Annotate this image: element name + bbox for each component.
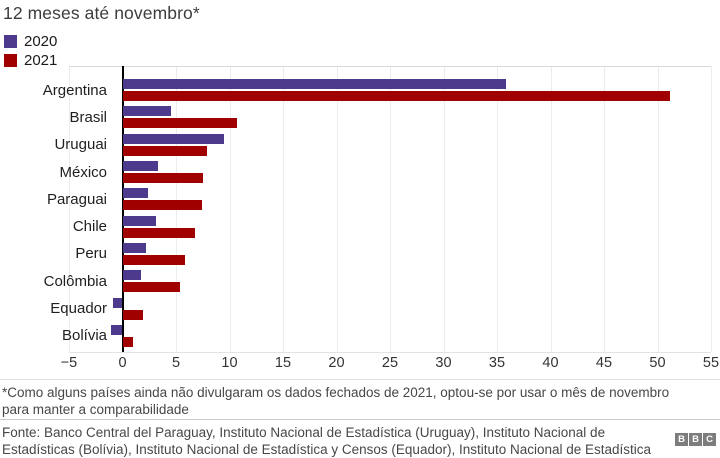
x-tick-label-55: 55 [702,355,720,371]
bar-2020-equador [112,297,123,308]
category-label-uruguai: Uruguai [54,136,107,154]
bbc-logo-block-b2: B [689,433,702,446]
bbc-logo: B B C [675,433,716,446]
legend-item-2021: 2021 [4,51,57,70]
category-label-colômbia: Colômbia [43,272,107,290]
legend-label-2020: 2020 [24,33,58,50]
legend-item-2020: 2020 [4,32,57,51]
divider-above-source [0,379,720,380]
gridline-20 [336,66,338,352]
footnote-line-1: *Como alguns países ainda não divulgaram… [2,385,670,400]
bar-2021-colômbia [122,282,181,293]
legend-swatch-2021 [4,54,17,67]
gridline-40 [550,66,552,352]
chart-title: 12 meses até novembro* [3,3,200,23]
chart-legend: 2020 2021 [4,32,57,70]
bar-2021-chile [122,227,196,238]
bar-2021-brasil [122,118,237,129]
bar-2021-equador [122,309,143,320]
gridline-15 [283,66,284,352]
category-label-peru: Peru [75,245,107,263]
category-label-paraguai: Paraguai [46,190,107,208]
x-tick-label-15: 15 [274,355,292,371]
gridline-50 [657,66,659,352]
category-label-méxico: México [59,163,107,181]
x-tick-label-30: 30 [435,355,452,371]
x-tick-label-40: 40 [542,355,559,371]
category-label-chile: Chile [72,218,107,236]
category-label-bolívia: Bolívia [61,327,107,345]
chart-source: Fonte: Banco Central del Paraguay, Insti… [2,424,670,458]
source-line-1: Fonte: Banco Central del Paraguay, Insti… [2,425,606,440]
category-label-argentina: Argentina [42,81,107,99]
gridline-10 [229,66,231,352]
bar-2020-bolívia [110,324,123,335]
bar-2020-méxico [122,161,158,172]
gridline-30 [443,66,445,352]
bar-2020-colômbia [122,270,141,281]
x-tick-label-45: 45 [595,355,613,371]
plot-top-border [69,66,711,67]
bar-2021-peru [122,254,185,265]
bar-2021-uruguai [122,145,208,156]
gridline--5 [69,66,70,352]
plot-bottom-border [69,352,711,353]
x-tick-label-10: 10 [221,355,238,371]
x-tick-label-25: 25 [381,355,399,371]
bar-2020-brasil [122,106,171,117]
gridline-55 [711,66,712,352]
bar-2020-argentina [122,79,506,90]
chart-footnote: *Como alguns países ainda não divulgaram… [2,385,718,418]
x-tick-label-20: 20 [328,355,345,371]
bar-2020-paraguai [122,188,149,199]
gridline-35 [497,66,498,352]
footnote-line-2: para manter a comparabilidade [2,401,189,417]
bar-2021-argentina [122,91,671,102]
x-tick-label--5: −5 [60,355,78,371]
x-tick-label-0: 0 [118,355,127,371]
bar-2020-chile [122,215,156,226]
bar-2021-paraguai [122,200,202,211]
bar-2020-peru [122,242,147,253]
divider-source [0,419,720,420]
bar-2021-bolívia [122,336,134,347]
legend-label-2021: 2021 [24,52,58,69]
category-label-brasil: Brasil [69,108,107,126]
bar-2021-méxico [122,173,203,184]
gridline-25 [390,66,391,352]
legend-swatch-2020 [4,35,17,48]
bar-2020-uruguai [122,133,225,144]
bbc-logo-block-b1: B [675,433,688,446]
category-label-equador: Equador [50,300,107,318]
x-tick-label-35: 35 [488,355,506,371]
x-tick-label-50: 50 [649,355,666,371]
bbc-logo-block-c: C [703,433,716,446]
gridline-45 [604,66,605,352]
x-tick-label-5: 5 [171,355,181,371]
